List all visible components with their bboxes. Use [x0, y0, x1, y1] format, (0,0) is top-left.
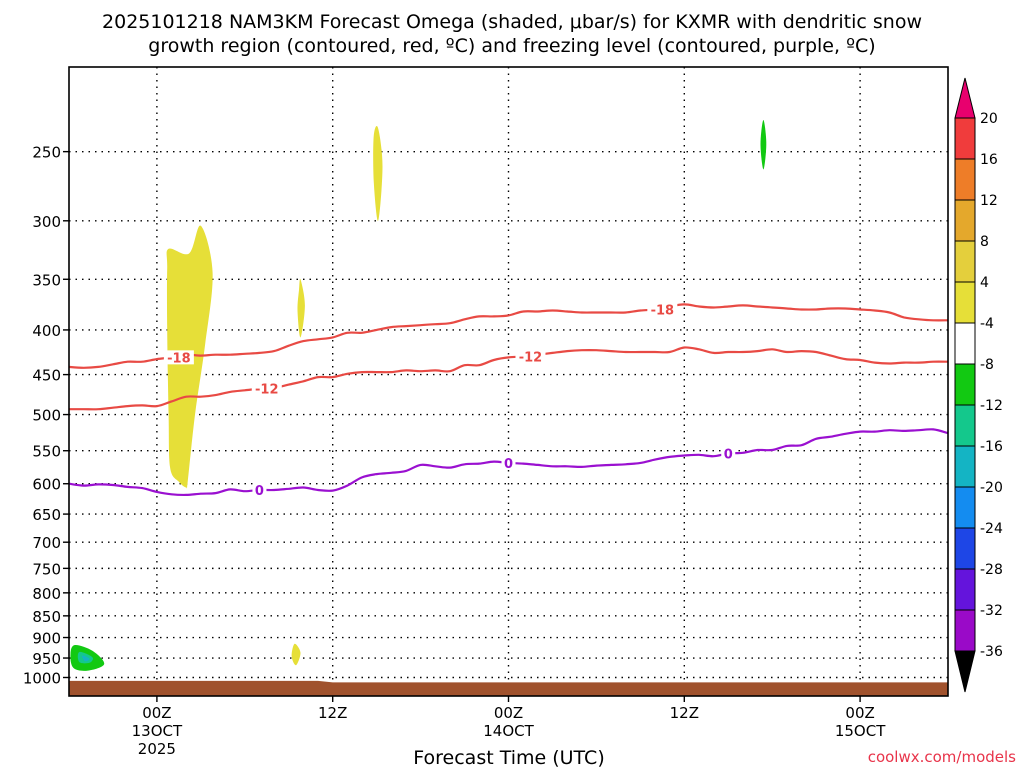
x-tick-label: 00Z	[845, 704, 874, 722]
colorbar-tick-label: -16	[980, 439, 1003, 455]
omega-shaded-region	[297, 278, 305, 338]
colorbar-segment	[954, 322, 976, 365]
x-tick-label: 2025	[138, 740, 176, 758]
y-tick-label: 650	[32, 506, 61, 524]
contour-label-background	[252, 482, 267, 497]
colorbar-tick-label: -12	[980, 398, 1003, 414]
colorbar-segment	[954, 363, 976, 406]
grid-layer	[69, 67, 948, 696]
colorbar-tick-label: -4	[980, 316, 994, 332]
omega-shaded-region	[760, 120, 767, 170]
colorbar-tick-label: -20	[980, 480, 1003, 496]
colorbar-top-arrow	[954, 77, 976, 119]
colorbar-tick-label: 16	[980, 152, 998, 168]
colorbar-tick-label: 8	[980, 234, 989, 250]
colorbar-tick-label: -32	[980, 603, 1003, 619]
contour-label: -12	[255, 383, 279, 398]
plot-background	[69, 67, 948, 696]
contour-label-background	[647, 302, 678, 317]
y-tick-label: 300	[32, 213, 61, 231]
y-tick-label: 600	[32, 476, 61, 494]
y-tick-label: 700	[32, 534, 61, 552]
contour-label-background	[501, 455, 516, 470]
colorbar-segment	[954, 240, 976, 283]
y-tick-label: 950	[32, 650, 61, 668]
x-tick-label: 14OCT	[483, 722, 534, 740]
colorbar-segment	[954, 486, 976, 529]
colorbar-tick-label: -24	[980, 521, 1003, 537]
x-tick-label: 00Z	[494, 704, 523, 722]
omega-shaded-region	[291, 643, 301, 666]
colorbar-tick-label: 4	[980, 275, 989, 291]
y-axis: 250 300 350 400 450 500 550 600 650 700 750 800 850 9…	[23, 144, 69, 687]
chart-title-line-1: 2025101218 NAM3KM Forecast Omega (shaded…	[102, 11, 922, 33]
colorbar-segment	[954, 568, 976, 611]
chart-title-line-2: growth region (contoured, red, ºC) and f…	[148, 35, 875, 57]
contour-label-background	[721, 446, 736, 461]
credit-link[interactable]: coolwx.com/models	[868, 748, 1016, 766]
terrain-surface	[69, 680, 948, 696]
y-tick-label: 850	[32, 608, 61, 626]
colorbar-tick-label: -8	[980, 357, 994, 373]
colorbar-segment	[954, 445, 976, 488]
colorbar-segment	[954, 199, 976, 242]
y-tick-label: 400	[32, 322, 61, 340]
omega-shaded-region	[82, 655, 90, 662]
y-tick-label: 450	[32, 367, 61, 385]
colorbar-segment	[954, 527, 976, 570]
contour-layer: -18 -18 -12 -12 0 0 0	[69, 302, 948, 499]
y-tick-label: 350	[32, 271, 61, 289]
y-tick-label: 500	[32, 407, 61, 425]
colorbar-segment	[954, 281, 976, 324]
colorbar-bottom-arrow	[954, 650, 976, 693]
y-tick-label: 750	[32, 560, 61, 578]
x-axis-label: Forecast Time (UTC)	[413, 747, 604, 768]
omega-shaded-region	[373, 126, 383, 221]
colorbar: 20 16 12 8 4 -4 -8 -12 -16 -20 -24 -28 -32 -36	[954, 77, 1003, 693]
contour-label: -12	[519, 350, 543, 365]
x-tick-label: 13OCT	[132, 722, 183, 740]
terrain-layer	[69, 680, 948, 696]
colorbar-tick-label: -36	[980, 644, 1003, 660]
x-tick-label: 12Z	[318, 704, 347, 722]
y-tick-label: 900	[32, 630, 61, 648]
colorbar-tick-label: 20	[980, 111, 998, 127]
x-tick-label: 12Z	[670, 704, 699, 722]
colorbar-segment	[954, 117, 976, 160]
contour-label: 0	[255, 484, 264, 499]
contour-label: 0	[724, 447, 733, 462]
y-tick-label: 800	[32, 585, 61, 603]
colorbar-segment	[954, 609, 976, 652]
contour-label-background	[163, 350, 194, 365]
contour-label-background	[251, 381, 282, 396]
contour-label-background	[515, 349, 546, 364]
x-tick-label: 15OCT	[835, 722, 886, 740]
x-tick-label: 00Z	[142, 704, 171, 722]
contour-line--12	[69, 346, 948, 411]
colorbar-tick-label: -28	[980, 562, 1003, 578]
colorbar-segment	[954, 404, 976, 447]
colorbar-tick-label: 12	[980, 193, 998, 209]
contour-label: 0	[504, 457, 513, 472]
y-tick-label: 550	[32, 443, 61, 461]
contour-line--18	[69, 303, 948, 369]
contour-label: -18	[651, 303, 675, 318]
y-tick-label: 1000	[23, 669, 61, 687]
colorbar-segment	[954, 158, 976, 201]
contour-label: -18	[167, 351, 191, 366]
y-tick-label: 250	[32, 144, 61, 162]
